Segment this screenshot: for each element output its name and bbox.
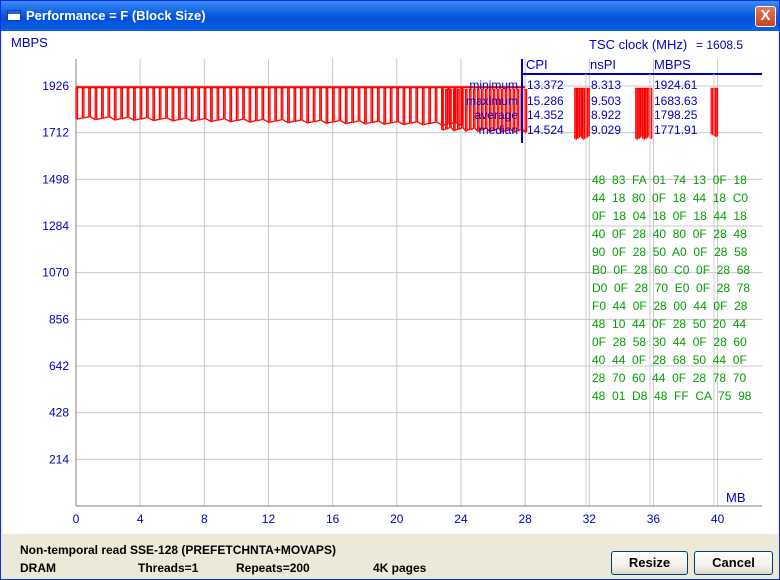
- x-tick-label: 32: [583, 512, 597, 526]
- resize-button[interactable]: Resize: [611, 551, 688, 575]
- x-tick-label: 40: [711, 512, 725, 526]
- stats-cpi-value: 14.352: [527, 108, 564, 122]
- hex-dump-row: 0F 28 58 30 44 0F 28 60: [592, 335, 747, 349]
- pages-label: 4K pages: [373, 561, 427, 575]
- status-panel: Non-temporal read SSE-128 (PREFETCHNTA+M…: [1, 534, 779, 579]
- series-line-segment: [635, 87, 653, 141]
- stats-mbps-value: 1683.63: [654, 94, 698, 108]
- hex-dump-row: 44 18 80 0F 18 44 18 C0: [592, 191, 748, 205]
- x-tick-label: 12: [262, 512, 276, 526]
- repeats-label: Repeats=200: [236, 561, 310, 575]
- x-tick-label: 4: [137, 512, 144, 526]
- test-method-label: Non-temporal read SSE-128 (PREFETCHNTA+M…: [20, 543, 336, 557]
- stats-nspi-value: 8.922: [591, 108, 621, 122]
- stats-header-nspi: nsPI: [590, 57, 616, 72]
- stats-nspi-value: 8.313: [591, 78, 621, 92]
- series-line-segment: [441, 88, 528, 134]
- hex-dump: 48 83 FA 01 74 13 0F 18 44 18 80 0F 18 44…: [592, 173, 752, 403]
- stats-mbps-value: 1771.91: [654, 123, 698, 137]
- window-app-icon: [7, 10, 21, 21]
- stats-nspi-value: 9.503: [591, 94, 621, 108]
- stats-header-cpi: CPI: [526, 57, 548, 72]
- tsc-label: TSC clock (MHz): [589, 37, 687, 52]
- x-tick-labels: 0 4 8 12 16 20 24 28 32 36 40: [73, 512, 725, 526]
- hex-dump-row: 40 44 0F 28 68 50 44 0F: [592, 353, 747, 367]
- memory-type-label: DRAM: [20, 561, 56, 575]
- x-tick-label: 0: [73, 512, 80, 526]
- x-tick-label: 28: [518, 512, 532, 526]
- series-line-segment: [75, 87, 464, 127]
- tsc-value: = 1608.5: [696, 38, 743, 52]
- graph-area: 214 428 642 856 1070 1284 1498 1712 1926 0 4 8 12 16…: [2, 31, 778, 534]
- hex-dump-row: 0F 18 04 18 0F 18 44 18: [592, 209, 747, 223]
- x-tick-label: 24: [454, 512, 468, 526]
- stats-mbps-value: 1798.25: [654, 108, 698, 122]
- stats-cpi-value: 13.372: [527, 78, 564, 92]
- title-bar[interactable]: Performance = F (Block Size) X: [1, 1, 779, 31]
- window-title: Performance = F (Block Size): [26, 8, 206, 23]
- y-tick-label: 428: [49, 406, 69, 420]
- y-axis-label: MBPS: [11, 35, 48, 50]
- hex-dump-row: B0 0F 28 60 C0 0F 28 68: [592, 263, 750, 277]
- hex-dump-row: 40 0F 28 40 80 0F 28 48: [592, 227, 747, 241]
- x-tick-label: 8: [201, 512, 208, 526]
- hex-dump-row: 48 83 FA 01 74 13 0F 18: [592, 173, 747, 187]
- cancel-button[interactable]: Cancel: [694, 551, 773, 575]
- threads-label: Threads=1: [138, 561, 199, 575]
- y-tick-label: 856: [49, 312, 69, 326]
- stats-row-label: average: [475, 108, 519, 122]
- series-line-segment: [574, 87, 590, 141]
- stats-cpi-value: 14.524: [527, 123, 564, 137]
- hex-dump-row: F0 44 0F 28 00 44 0F 28: [592, 299, 748, 313]
- stats-header-mbps: MBPS: [654, 57, 691, 72]
- y-tick-label: 214: [49, 452, 69, 466]
- stats-row-label: minimum: [469, 78, 518, 92]
- stats-mbps-value: 1924.61: [654, 78, 698, 92]
- x-axis-label: MB: [726, 490, 746, 505]
- hex-dump-row: D0 0F 28 70 E0 0F 28 78: [592, 281, 750, 295]
- x-tick-label: 20: [390, 512, 404, 526]
- y-tick-label: 1498: [42, 172, 69, 186]
- stats-row-label: maximum: [466, 94, 518, 108]
- stats-table: CPI nsPI MBPS minimum 13.372 8.313 1924.…: [466, 57, 762, 506]
- x-tick-label: 36: [647, 512, 661, 526]
- hex-dump-row: 90 0F 28 50 A0 0F 28 58: [592, 245, 748, 259]
- y-tick-label: 1712: [42, 126, 69, 140]
- y-tick-label: 1070: [42, 266, 69, 280]
- hex-dump-row: 28 70 60 44 0F 28 78 70: [592, 371, 746, 385]
- y-tick-labels: 214 428 642 856 1070 1284 1498 1712 1926: [42, 79, 69, 466]
- y-tick-label: 1926: [42, 79, 69, 93]
- hex-dump-row: 48 01 D8 48 FF CA 75 98: [592, 389, 752, 403]
- x-tick-label: 16: [326, 512, 340, 526]
- y-tick-label: 1284: [42, 219, 69, 233]
- close-button[interactable]: X: [755, 6, 776, 27]
- hex-dump-row: 48 10 44 0F 28 50 20 44: [592, 317, 746, 331]
- stats-row-label: median: [479, 123, 518, 137]
- stats-nspi-value: 9.029: [591, 123, 621, 137]
- y-tick-label: 642: [49, 359, 69, 373]
- performance-chart: 214 428 642 856 1070 1284 1498 1712 1926 0 4 8 12 16…: [11, 35, 762, 526]
- stats-cpi-value: 15.286: [527, 94, 564, 108]
